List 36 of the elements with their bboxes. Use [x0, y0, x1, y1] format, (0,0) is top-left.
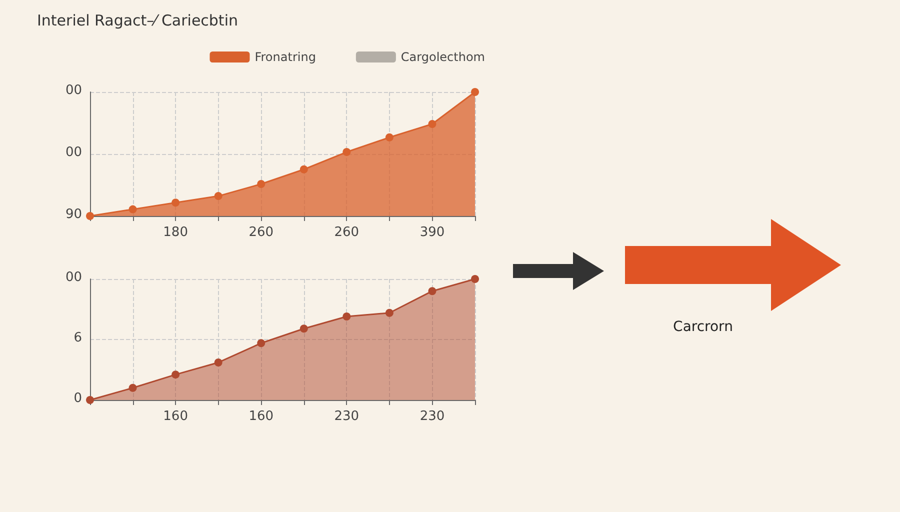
- text: Carcrorn: [672, 319, 734, 335]
- point: [342, 148, 351, 156]
- x-tick-label: 390: [420, 225, 445, 240]
- x-tick-label: 160: [163, 409, 188, 424]
- text: 90: [65, 207, 82, 222]
- point: [471, 275, 479, 283]
- text: 00: [65, 270, 82, 285]
- text: 0: [74, 391, 82, 406]
- point: [128, 205, 137, 214]
- x-tick-label: 180: [163, 225, 188, 240]
- x-tick-label: 230: [420, 409, 445, 424]
- x-tick-label: 260: [334, 225, 360, 240]
- point: [300, 165, 308, 174]
- point: [428, 287, 436, 296]
- point: [385, 133, 394, 142]
- point: [428, 120, 436, 128]
- point: [128, 384, 137, 392]
- chart-title: Interiel Ragact–⁄ Cariecbtin: [37, 12, 238, 30]
- point: [214, 358, 222, 366]
- legend-label: Cargolecthom: [400, 50, 486, 64]
- point: [257, 180, 266, 188]
- x-tick-label: 160: [248, 409, 274, 424]
- point: [471, 88, 479, 96]
- text: 00: [65, 83, 82, 98]
- x-tick-label: 230: [334, 409, 360, 424]
- point: [257, 339, 266, 348]
- point: [172, 370, 180, 379]
- x-tick-label: 260: [248, 225, 274, 240]
- text: 6: [74, 330, 82, 346]
- point: [385, 308, 394, 317]
- point: [172, 198, 180, 207]
- legend-label: Fronatring: [254, 50, 316, 64]
- point: [214, 192, 222, 200]
- text: 00: [65, 145, 82, 160]
- point: [342, 312, 351, 321]
- point: [300, 324, 308, 333]
